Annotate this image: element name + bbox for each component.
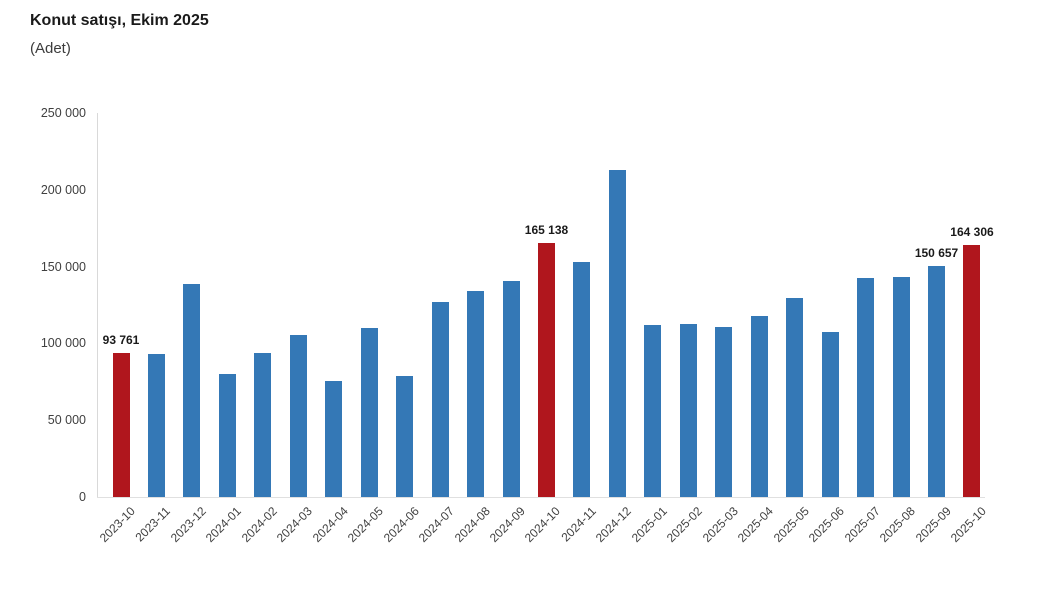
bar-2024-07[interactable]	[431, 301, 449, 497]
bar-2024-06[interactable]	[396, 375, 414, 497]
bar-2024-03[interactable]	[289, 335, 307, 497]
bar-2025-07[interactable]	[857, 278, 875, 497]
y-tick-label-150000: 150 000	[40, 259, 86, 274]
bar-2024-11[interactable]	[573, 262, 591, 497]
chart-unit-subtitle: (Adet)	[30, 40, 71, 57]
x-axis-line	[97, 497, 985, 498]
bar-2025-01[interactable]	[644, 325, 662, 497]
plot-area: 93 761 165 138 150 657 164 306	[97, 113, 994, 497]
bar-2025-02[interactable]	[679, 324, 697, 497]
y-tick-label-50000: 50 000	[47, 413, 86, 428]
bar-2025-06[interactable]	[821, 332, 839, 497]
bar-2024-04[interactable]	[325, 381, 343, 497]
value-label-2023-10: 93 761	[102, 332, 140, 347]
bar-2024-08[interactable]	[467, 291, 485, 497]
bar-2024-01[interactable]	[218, 374, 236, 497]
bar-2025-05[interactable]	[786, 297, 804, 497]
bar-2023-11[interactable]	[147, 353, 165, 497]
y-tick-label-250000: 250 000	[40, 106, 86, 120]
y-tick-label-100000: 100 000	[40, 336, 86, 351]
chart-title: Konut satışı, Ekim 2025	[30, 12, 209, 29]
bar-2023-10[interactable]	[112, 352, 130, 497]
bar-2024-02[interactable]	[254, 352, 272, 497]
bar-2023-12[interactable]	[183, 284, 201, 497]
bar-2024-09[interactable]	[502, 280, 520, 497]
bar-2025-10[interactable]	[963, 244, 981, 497]
bar-2025-03[interactable]	[715, 327, 733, 497]
y-axis-line	[97, 113, 98, 497]
y-tick-label-200000: 200 000	[40, 182, 86, 197]
value-label-2025-09: 150 657	[914, 245, 959, 260]
bar-2024-10[interactable]	[537, 243, 555, 497]
y-tick-label-0: 0	[79, 490, 86, 504]
value-label-2025-10: 164 306	[950, 224, 994, 239]
value-label-2024-10: 165 138	[524, 223, 569, 238]
bar-2024-12[interactable]	[608, 170, 626, 497]
bar-2025-08[interactable]	[892, 277, 910, 497]
bar-2024-05[interactable]	[360, 327, 378, 497]
bar-2025-04[interactable]	[750, 315, 768, 497]
bar-2025-09[interactable]	[928, 265, 946, 497]
